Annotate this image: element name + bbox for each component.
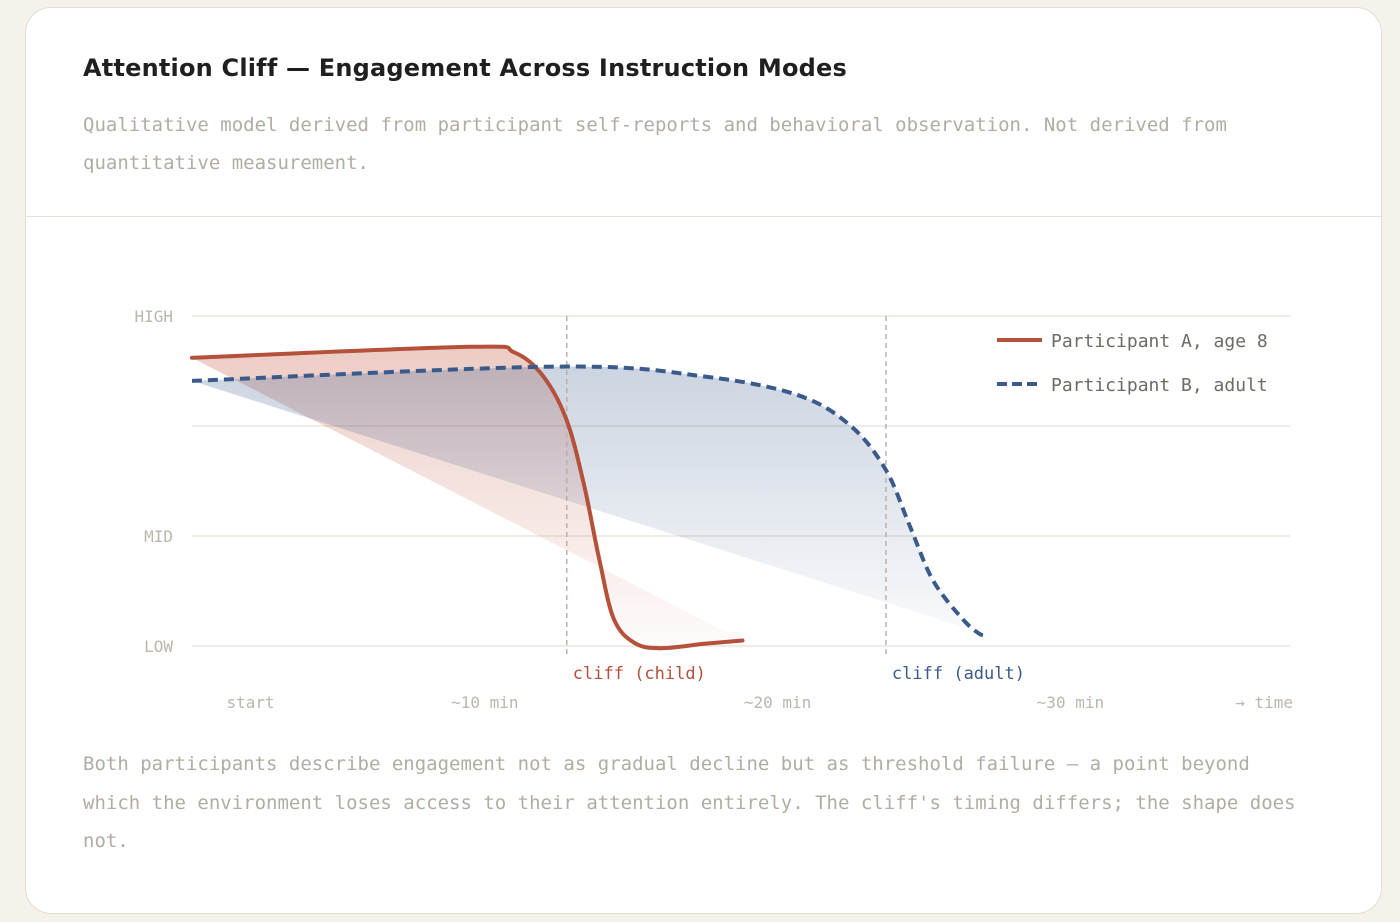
- chart-title: Attention Cliff — Engagement Across Inst…: [83, 54, 847, 82]
- legend-label-0: Participant A, age 8: [1051, 331, 1268, 352]
- x-tick-label-3: ~30 min: [1037, 693, 1104, 712]
- cliff-marker-label-child: cliff (child): [573, 664, 706, 684]
- x-tick-label-4: → time: [1235, 693, 1293, 712]
- x-tick-label-0: start: [226, 693, 274, 712]
- chart-card: Attention Cliff — Engagement Across Inst…: [25, 7, 1382, 914]
- cliff-marker-label-adult: cliff (adult): [892, 664, 1025, 684]
- series-line-participant-a: [190, 344, 745, 651]
- y-tick-label-low: LOW: [144, 637, 173, 656]
- x-tick-label-1: ~10 min: [451, 693, 518, 712]
- x-tick-label-2: ~20 min: [744, 693, 811, 712]
- y-tick-label-mid: MID: [144, 527, 173, 546]
- chart-footnote: Both participants describe engagement no…: [83, 753, 1296, 852]
- chart-subtitle: Qualitative model derived from participa…: [83, 114, 1227, 174]
- series-area-participant-b: [192, 366, 989, 636]
- y-tick-label-high: HIGH: [134, 307, 173, 326]
- card-header: Attention Cliff — Engagement Across Inst…: [26, 8, 1381, 217]
- legend-label-1: Participant B, adult: [1051, 375, 1268, 396]
